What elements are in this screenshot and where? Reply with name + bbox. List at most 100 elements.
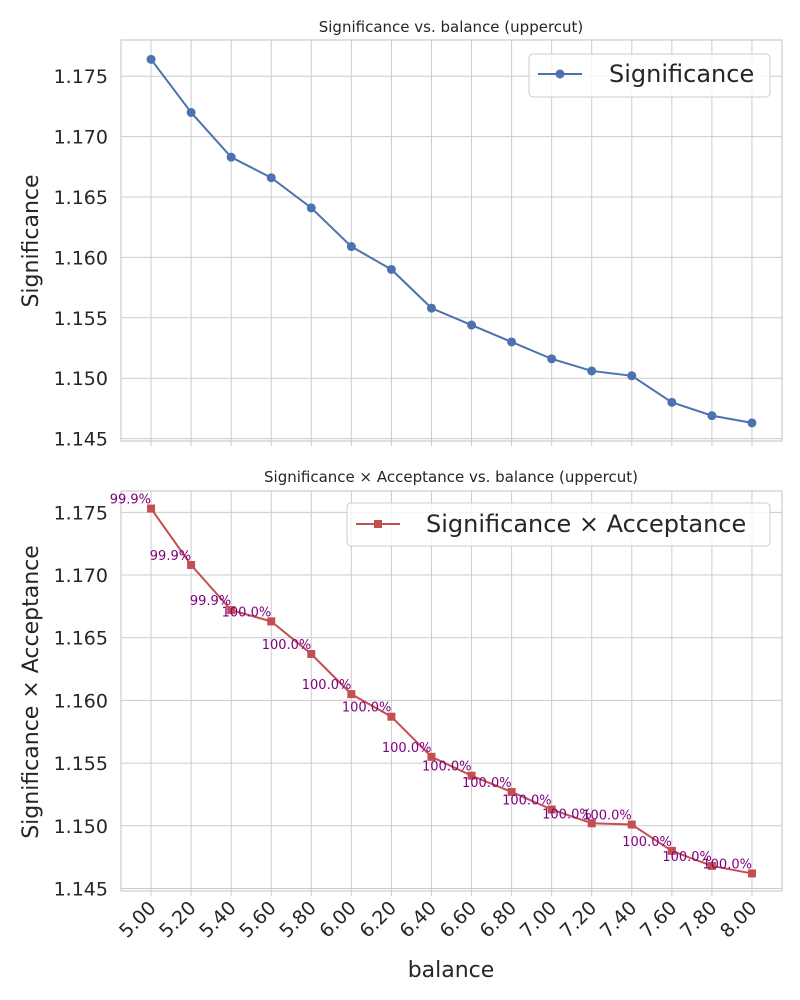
bot-data-label: 99.9% [190, 594, 231, 609]
bot-xtick-label: 6.40 [396, 897, 441, 942]
bot-point [147, 504, 156, 513]
bot-xtick-label: 7.40 [596, 897, 641, 942]
top-series-line [150, 58, 753, 424]
bot-data-label: 100.0% [222, 605, 272, 620]
top-point [266, 173, 276, 183]
bot-point [587, 819, 596, 828]
top-point [747, 418, 757, 428]
bot-xtick-label: 5.80 [275, 897, 320, 942]
bottom-chart-title: Significance × Acceptance vs. balance (u… [264, 468, 638, 486]
top-legend-label: Significance [609, 60, 754, 88]
bot-data-label: 100.0% [662, 850, 712, 865]
bot-point [627, 820, 636, 829]
bot-ytick-label: 1.170 [54, 565, 108, 587]
bot-xtick-label: 5.20 [155, 897, 200, 942]
bot-series-line [150, 507, 753, 875]
top-chart-series [146, 54, 757, 428]
top-point [667, 397, 677, 407]
top-ytick-label: 1.160 [54, 247, 108, 269]
bot-xtick-label: 7.00 [516, 897, 561, 942]
bot-point [547, 805, 556, 814]
top-point [426, 303, 436, 313]
bottom-legend-label: Significance × Acceptance [426, 510, 746, 538]
bot-frame [120, 490, 783, 892]
top-ytick-label: 1.165 [54, 187, 108, 209]
top-point [467, 320, 477, 330]
bot-xtick-label: 6.20 [355, 897, 400, 942]
bot-ytick-label: 1.165 [54, 628, 108, 650]
bot-xtick-label: 7.20 [556, 897, 601, 942]
top-ytick-label: 1.150 [54, 368, 108, 390]
bottom-chart-grid [121, 491, 782, 891]
bot-point [307, 650, 316, 659]
bot-point [347, 690, 356, 699]
bot-data-label: 100.0% [302, 678, 352, 693]
bot-data-label: 100.0% [462, 776, 512, 791]
bot-xtick-label: 7.80 [676, 897, 721, 942]
bottom-chart-data-labels: 99.9%99.9%99.9%100.0%100.0%100.0%100.0%1… [110, 493, 752, 873]
top-point [587, 366, 597, 376]
bot-xtick-label: 8.00 [716, 897, 761, 942]
bottom-chart-xlabel: balance [408, 958, 495, 983]
top-chart-grid [121, 40, 782, 441]
top-chart-ylabel: Significance [19, 174, 44, 307]
bottom-chart: Significance × Acceptance vs. balance (u… [19, 468, 783, 983]
bot-point [267, 617, 276, 626]
bot-data-label: 100.0% [702, 857, 752, 872]
bot-xtick-label: 5.60 [235, 897, 280, 942]
bot-xtick-label: 6.00 [315, 897, 360, 942]
bot-data-label: 100.0% [382, 741, 432, 756]
top-ytick-label: 1.175 [54, 66, 108, 88]
top-point [146, 54, 156, 64]
bottom-chart-legend: Significance × Acceptance [346, 502, 771, 547]
bot-point [467, 771, 476, 780]
bot-point [187, 560, 196, 569]
bot-point [387, 712, 396, 721]
top-point [186, 107, 196, 117]
top-ytick-label: 1.155 [54, 308, 108, 330]
bot-ytick-label: 1.155 [54, 753, 108, 775]
bot-ytick-label: 1.175 [54, 502, 108, 524]
top-chart-legend: Significance [528, 53, 771, 98]
bot-xtick-label: 5.40 [195, 897, 240, 942]
top-point [507, 337, 517, 347]
top-chart-title: Significance vs. balance (uppercut) [319, 18, 584, 36]
bot-data-label: 99.9% [150, 549, 191, 564]
bot-point [227, 606, 236, 615]
top-point [226, 152, 236, 162]
bot-data-label: 100.0% [502, 793, 552, 808]
top-chart-axes: 1.145 1.150 1.155 1.160 1.165 1.170 1.175 [54, 39, 783, 451]
top-frame [120, 39, 783, 442]
bot-data-label: 100.0% [622, 835, 672, 850]
bot-data-label: 100.0% [422, 760, 472, 775]
bot-point [707, 861, 716, 870]
bot-xtick-label: 6.60 [436, 897, 481, 942]
bottom-chart-series [147, 504, 756, 878]
bot-point [507, 787, 516, 796]
bot-xtick-label: 5.00 [115, 897, 160, 942]
top-legend-marker [555, 69, 565, 79]
top-point [627, 371, 637, 381]
top-ytick-label: 1.170 [54, 127, 108, 149]
bot-data-label: 100.0% [542, 807, 592, 822]
bottom-chart-ylabel: Significance × Acceptance [19, 545, 44, 839]
bot-ytick-label: 1.160 [54, 690, 108, 712]
bot-point [747, 869, 756, 878]
bot-xtick-label: 6.80 [476, 897, 521, 942]
bot-point [667, 846, 676, 855]
bot-ytick-label: 1.145 [54, 878, 108, 900]
bot-data-label: 100.0% [262, 638, 312, 653]
top-point [386, 264, 396, 274]
top-point [346, 242, 356, 252]
bot-ytick-label: 1.150 [54, 816, 108, 838]
bot-data-label: 99.9% [110, 493, 151, 508]
top-point [306, 203, 316, 213]
top-chart: Significance vs. balance (uppercut) Sign… [19, 18, 783, 451]
bottom-legend-marker [374, 520, 382, 528]
bot-point [427, 752, 436, 761]
bot-data-label: 100.0% [582, 809, 632, 824]
top-point [547, 354, 557, 364]
bot-xtick-label: 7.60 [636, 897, 681, 942]
top-ytick-label: 1.145 [54, 429, 108, 451]
